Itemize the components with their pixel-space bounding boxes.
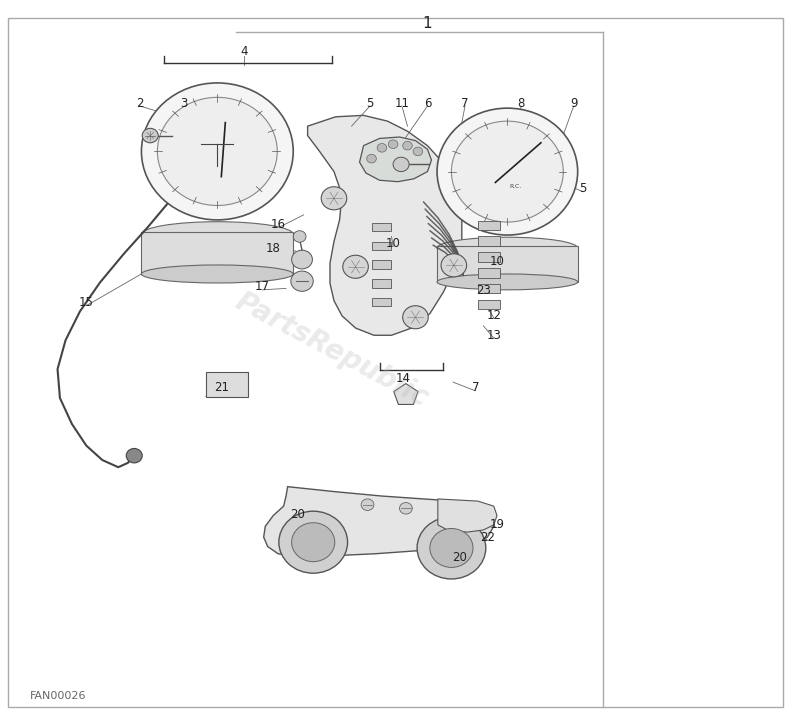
Circle shape <box>142 128 158 143</box>
Text: 9: 9 <box>570 97 578 110</box>
Bar <box>372 298 391 306</box>
Circle shape <box>141 83 293 220</box>
Circle shape <box>413 147 423 156</box>
Text: 16: 16 <box>271 218 285 231</box>
Circle shape <box>393 157 409 172</box>
Circle shape <box>367 154 376 163</box>
Bar <box>478 284 500 293</box>
Text: 7: 7 <box>461 97 469 110</box>
Text: 21: 21 <box>215 381 229 394</box>
Text: 20: 20 <box>452 551 467 564</box>
Circle shape <box>417 517 486 579</box>
Text: 3: 3 <box>180 97 188 110</box>
Bar <box>372 260 391 269</box>
Text: 10: 10 <box>490 255 504 267</box>
Text: 5: 5 <box>366 97 374 110</box>
Bar <box>478 252 500 262</box>
Circle shape <box>321 187 347 210</box>
Circle shape <box>441 254 467 277</box>
Bar <box>437 246 578 282</box>
Circle shape <box>361 499 374 510</box>
Text: 4: 4 <box>240 45 248 58</box>
Bar <box>372 242 391 250</box>
Ellipse shape <box>141 265 293 283</box>
Circle shape <box>403 141 412 150</box>
Text: 13: 13 <box>487 329 501 342</box>
Bar <box>478 268 500 278</box>
Text: 17: 17 <box>255 280 269 293</box>
Ellipse shape <box>141 222 293 247</box>
Circle shape <box>343 255 368 278</box>
Circle shape <box>400 503 412 514</box>
Text: 10: 10 <box>386 237 400 250</box>
Polygon shape <box>394 384 418 404</box>
Circle shape <box>377 143 387 152</box>
Bar <box>141 232 293 274</box>
Circle shape <box>437 108 578 235</box>
Polygon shape <box>360 137 431 182</box>
Text: 8: 8 <box>517 97 525 110</box>
Circle shape <box>388 140 398 149</box>
Bar <box>478 300 500 309</box>
Text: PartsRepublic: PartsRepublic <box>230 287 433 412</box>
Bar <box>372 279 391 288</box>
Bar <box>478 221 500 230</box>
Text: 6: 6 <box>423 97 431 110</box>
Text: FAN00026: FAN00026 <box>30 691 87 701</box>
Text: 22: 22 <box>480 531 495 544</box>
Polygon shape <box>438 499 497 532</box>
Circle shape <box>279 511 348 573</box>
Ellipse shape <box>437 237 578 259</box>
Text: 18: 18 <box>266 242 280 255</box>
Text: 15: 15 <box>79 296 93 309</box>
Circle shape <box>451 121 563 222</box>
Text: 12: 12 <box>487 309 501 322</box>
Circle shape <box>291 271 313 291</box>
Text: 14: 14 <box>396 372 411 385</box>
Text: R.C.: R.C. <box>509 184 522 188</box>
Polygon shape <box>308 115 462 335</box>
Circle shape <box>126 448 142 463</box>
Text: 19: 19 <box>490 518 504 531</box>
Text: 1: 1 <box>423 16 432 30</box>
Text: 20: 20 <box>291 508 305 521</box>
Bar <box>206 372 248 397</box>
Text: 5: 5 <box>579 182 587 195</box>
Bar <box>372 223 391 231</box>
Circle shape <box>293 231 306 242</box>
Circle shape <box>430 528 473 567</box>
Polygon shape <box>264 487 494 557</box>
Text: 11: 11 <box>395 97 409 110</box>
Circle shape <box>292 523 335 562</box>
Text: 23: 23 <box>476 284 491 297</box>
Text: 2: 2 <box>136 97 144 110</box>
Circle shape <box>292 250 312 269</box>
Circle shape <box>403 306 428 329</box>
Circle shape <box>157 97 277 205</box>
Bar <box>478 236 500 246</box>
Text: 7: 7 <box>471 381 479 394</box>
Ellipse shape <box>437 274 578 290</box>
